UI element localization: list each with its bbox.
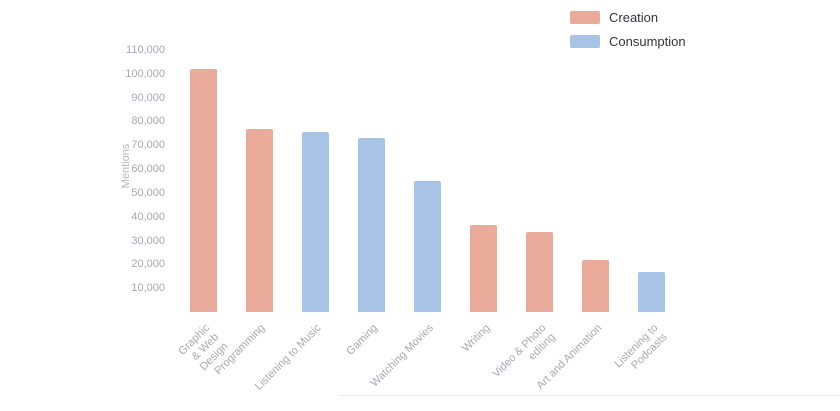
- legend-swatch-icon: [570, 35, 600, 48]
- bar[interactable]: [357, 138, 385, 312]
- legend-label: Consumption: [609, 34, 686, 49]
- y-tick-label: 90,000: [131, 91, 165, 104]
- x-tick-label: Gaming: [344, 322, 380, 358]
- y-tick-label: 10,000: [131, 282, 165, 295]
- y-tick-label: 20,000: [131, 258, 165, 271]
- bar[interactable]: [301, 132, 329, 312]
- y-tick-label: 30,000: [131, 234, 165, 247]
- x-tick-label: Writing: [459, 322, 493, 355]
- y-tick-label: 60,000: [131, 163, 165, 176]
- y-tick-label: 100,000: [125, 67, 165, 80]
- plot-area: 10,000 20,000 30,000 40,000 50,000 60,000 70,0…: [125, 44, 680, 393]
- legend-label: Creation: [609, 10, 659, 25]
- bar[interactable]: [189, 69, 217, 312]
- bar[interactable]: [470, 225, 498, 312]
- bar[interactable]: [414, 181, 441, 312]
- bar[interactable]: [638, 271, 666, 312]
- bar[interactable]: [582, 259, 610, 312]
- bottom-divider: [340, 395, 840, 396]
- y-tick-label: 110,000: [126, 44, 165, 56]
- y-tick-label: 80,000: [131, 115, 165, 128]
- bar[interactable]: [245, 128, 273, 312]
- legend-item-creation[interactable]: Creation: [570, 10, 686, 25]
- legend-swatch-icon: [570, 11, 600, 24]
- y-tick-label: 70,000: [131, 139, 165, 152]
- legend: Creation Consumption: [570, 10, 686, 49]
- y-tick-label: 40,000: [131, 210, 165, 223]
- legend-item-consumption[interactable]: Consumption: [570, 34, 686, 49]
- bar[interactable]: [526, 232, 554, 312]
- bar-chart: Creation Consumption Mentions 10,000 20,00…: [120, 10, 840, 396]
- y-tick-label: 50,000: [131, 186, 165, 199]
